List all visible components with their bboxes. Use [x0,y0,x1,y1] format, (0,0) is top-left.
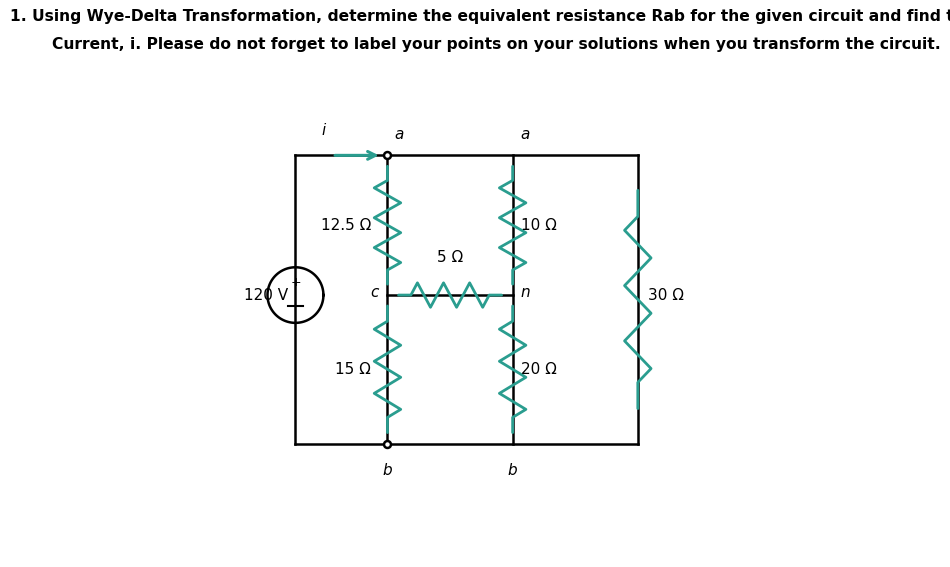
Text: 30 Ω: 30 Ω [648,287,684,303]
Text: 12.5 Ω: 12.5 Ω [321,218,371,232]
Text: 10 Ω: 10 Ω [522,218,558,232]
Text: 20 Ω: 20 Ω [522,362,558,377]
Text: 120 V: 120 V [244,287,288,303]
Text: i: i [321,123,326,138]
Text: 1. Using Wye-Delta Transformation, determine the equivalent resistance Rab for t: 1. Using Wye-Delta Transformation, deter… [10,9,950,23]
Text: c: c [370,285,379,301]
Text: Current, i. Please do not forget to label your points on your solutions when you: Current, i. Please do not forget to labe… [52,37,941,52]
Text: b: b [508,463,518,478]
Text: 5 Ω: 5 Ω [437,249,464,264]
Text: +: + [290,276,301,289]
Text: a: a [520,127,529,142]
Text: 15 Ω: 15 Ω [335,362,371,377]
Text: a: a [395,127,404,142]
Text: b: b [383,463,392,478]
Text: n: n [520,285,530,301]
